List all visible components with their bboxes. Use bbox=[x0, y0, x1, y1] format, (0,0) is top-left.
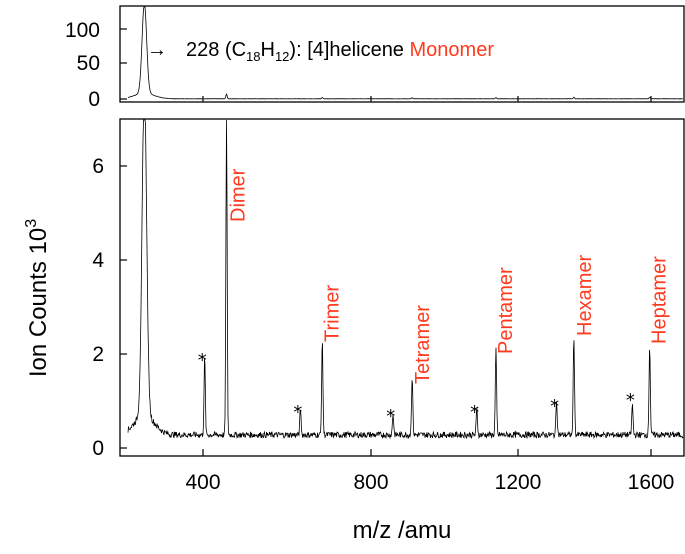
y-axis-label: Ion Counts 103 bbox=[23, 219, 52, 377]
impurity-star-marker: * bbox=[626, 390, 635, 411]
top-panel-frame bbox=[119, 5, 685, 103]
x-tick-label-400: 400 bbox=[185, 471, 220, 494]
top-spectrum-trace bbox=[127, 6, 683, 100]
oligomer-label-heptamer: Heptamer bbox=[649, 256, 671, 344]
oligomer-label-tetramer: Tetramer bbox=[412, 305, 434, 384]
bottom-y-ticks: 0 2 4 6 bbox=[92, 155, 127, 460]
bottom-y-tick-label-6: 6 bbox=[92, 155, 104, 178]
bottom-panel: 0 2 4 6 400 800 1200 1600 Dimer Trimer Tet… bbox=[92, 118, 685, 494]
oligomer-label-dimer: Dimer bbox=[228, 168, 250, 222]
bottom-y-tick-label-0: 0 bbox=[92, 437, 104, 460]
impurity-star-marker: * bbox=[293, 402, 302, 423]
annotation-text-before: 228 (C bbox=[186, 39, 246, 61]
bottom-x-ticks: 400 800 1200 1600 bbox=[185, 449, 674, 494]
annotation-text-after: ): [4]helicene bbox=[289, 39, 409, 61]
oligomer-label-trimer: Trimer bbox=[321, 285, 343, 342]
annotation-sub-12: 12 bbox=[275, 49, 289, 64]
impurity-markers: * * * * * * bbox=[198, 350, 635, 427]
oligomer-labels: Dimer Trimer Tetramer Pentamer Hexamer Heptam… bbox=[228, 168, 671, 384]
x-tick-label-1600: 1600 bbox=[628, 471, 675, 494]
top-y-tick-label-50: 50 bbox=[77, 52, 100, 75]
top-y-ticks: 0 50 100 bbox=[65, 19, 127, 111]
impurity-star-marker: * bbox=[470, 402, 479, 423]
annotation-sub-18: 18 bbox=[246, 49, 260, 64]
x-tick-label-1200: 1200 bbox=[495, 471, 542, 494]
impurity-star-marker: * bbox=[198, 350, 207, 371]
bottom-y-tick-label-4: 4 bbox=[92, 249, 104, 272]
bottom-panel-frame bbox=[119, 118, 685, 457]
top-y-tick-label-100: 100 bbox=[65, 19, 100, 42]
oligomer-label-pentamer: Pentamer bbox=[495, 267, 517, 354]
x-axis-label: m/z /amu bbox=[353, 517, 452, 544]
bottom-y-tick-label-2: 2 bbox=[92, 343, 104, 366]
y-axis-label-exponent: 3 bbox=[23, 219, 40, 228]
x-tick-label-800: 800 bbox=[353, 471, 388, 494]
impurity-star-marker: * bbox=[550, 396, 559, 417]
monomer-label: Monomer bbox=[410, 39, 495, 61]
monomer-arrow: → bbox=[147, 39, 167, 61]
monomer-annotation: → 228 (C18H12): [4]helicene Monomer bbox=[147, 39, 494, 64]
impurity-star-marker: * bbox=[386, 406, 395, 427]
oligomer-label-hexamer: Hexamer bbox=[574, 255, 596, 336]
top-y-tick-label-0: 0 bbox=[88, 88, 100, 111]
monomer-annotation-text: 228 (C18H12): [4]helicene Monomer bbox=[186, 39, 494, 64]
bottom-spectrum-trace bbox=[127, 119, 684, 440]
y-axis-label-text: Ion Counts 10 bbox=[25, 228, 52, 377]
annotation-text-h: H bbox=[261, 39, 275, 61]
top-panel: 0 50 100 → 228 (C18H12): [4]helicene Mon… bbox=[65, 5, 685, 111]
